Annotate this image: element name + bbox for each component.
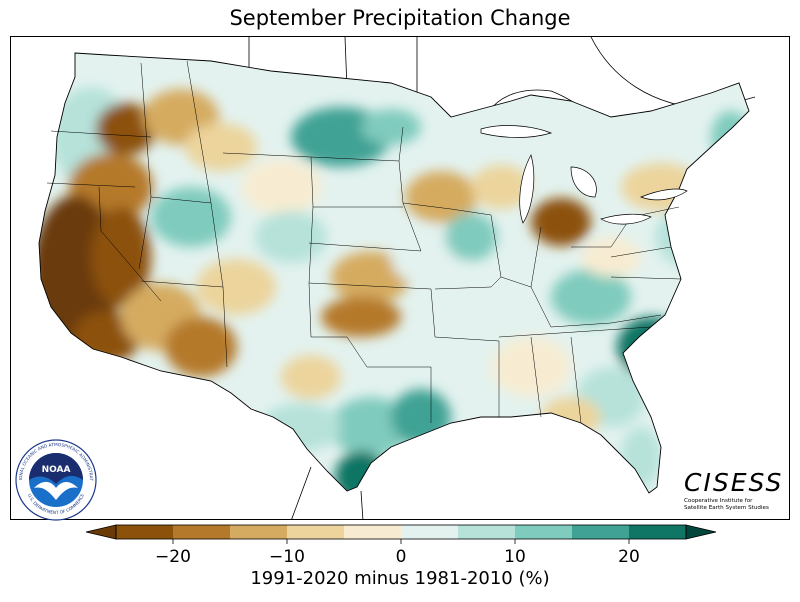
colorbar-tick-label: −10 (269, 547, 305, 567)
colorbar-bin (515, 525, 573, 539)
map-canvas (38, 37, 756, 519)
cisess-line1: Cooperative Institute for (684, 498, 753, 504)
colorbar-bin (230, 525, 288, 539)
colorbar-tick-label: 10 (504, 547, 526, 567)
colorbar-bin (458, 525, 516, 539)
colorbar-bin (344, 525, 402, 539)
noaa-logo: NATIONAL OCEANIC AND ATMOSPHERIC ADMINIS… (12, 434, 98, 522)
colorbar-bin (173, 525, 231, 539)
colorbar: −20 −10 0 10 20 (85, 524, 717, 567)
noaa-emblem: NATIONAL OCEANIC AND ATMOSPHERIC ADMINIS… (12, 434, 97, 521)
precip-field (39, 53, 749, 493)
great-lakes (480, 125, 688, 225)
map-title: September Precipitation Change (229, 6, 571, 30)
precipitation-map (10, 36, 790, 520)
colorbar-ticks: −20 −10 0 10 20 (155, 539, 640, 567)
colorbar-tick-label: −20 (155, 547, 191, 567)
colorbar-tick-label: 20 (618, 547, 640, 567)
colorbar-bin (287, 525, 345, 539)
cisess-logo: CISESS Cooperative Institute for Satelli… (684, 470, 784, 512)
colorbar-under-arrow (85, 524, 117, 540)
colorbar-label: 1991-2020 minus 1981-2010 (%) (250, 568, 550, 589)
colorbar-bin (116, 525, 174, 539)
cisess-wordmark: CISESS (684, 468, 784, 497)
colorbar-bin (572, 525, 630, 539)
colorbar-bin (629, 525, 687, 539)
noaa-logo-text: NOAA (42, 465, 71, 475)
colorbar-bin (401, 525, 459, 539)
state-borders (46, 60, 682, 424)
us-outline (38, 52, 750, 494)
colorbar-bins (116, 525, 687, 539)
colorbar-over-arrow (685, 524, 717, 540)
colorbar-tick-label: 0 (396, 547, 407, 567)
cisess-line2: Satellite Earth System Studies (684, 505, 769, 511)
